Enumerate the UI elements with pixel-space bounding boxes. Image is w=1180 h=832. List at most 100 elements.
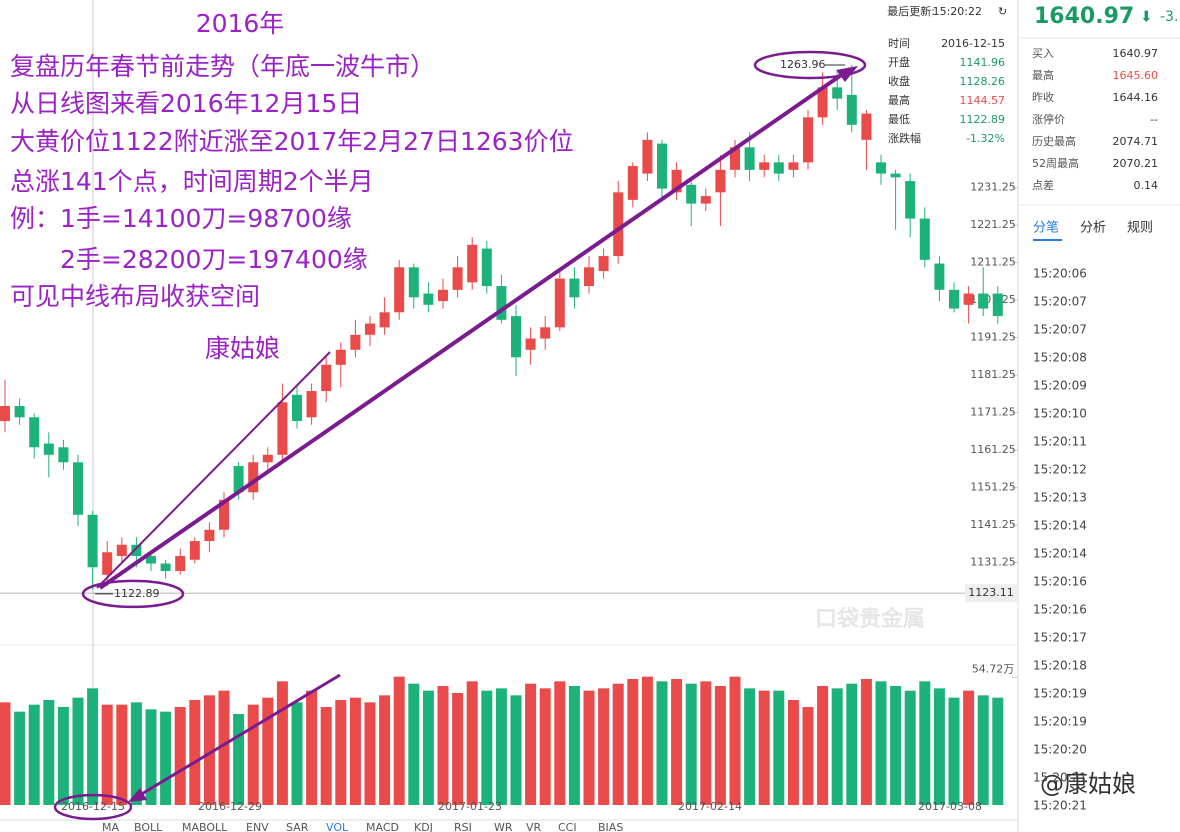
volume-bar (130, 702, 142, 805)
candle-body (306, 391, 317, 418)
candle-body (890, 173, 901, 178)
y-tick-label: 1161.25 (970, 443, 1016, 456)
volume-bar (408, 683, 420, 805)
candle-body (321, 364, 332, 392)
arrow-head (128, 788, 147, 802)
indicator-tab[interactable]: RSI (454, 821, 472, 832)
y-tick-label: 1191.25 (970, 331, 1016, 344)
indicator-tab[interactable]: MABOLL (182, 821, 228, 832)
volume-bar (919, 681, 931, 805)
y-tick-label: 1171.25 (970, 406, 1016, 419)
tab[interactable]: 分笔 (1033, 220, 1059, 236)
tick-time: 15:20:16 (1033, 603, 1087, 617)
tick-time: 15:20:21 (1033, 771, 1087, 785)
volume-bar (495, 688, 507, 805)
indicator-tab[interactable]: MACD (366, 821, 399, 832)
volume-bar (87, 688, 99, 805)
volume-bar (671, 679, 683, 805)
volume-bar (627, 679, 639, 805)
volume-bar (992, 697, 1004, 805)
volume-bar (160, 711, 172, 805)
volume-bar (875, 681, 887, 805)
volume-bar (802, 707, 814, 805)
candle-body (569, 278, 580, 298)
candle-body (773, 162, 784, 174)
indicator-tab[interactable]: MA (102, 821, 119, 832)
candle-body (511, 316, 521, 358)
volume-bar (525, 683, 537, 805)
note-line: 总涨141个点，时间周期2个半月 (10, 167, 374, 196)
candle-body (14, 406, 25, 418)
indicator-tab[interactable]: BIAS (598, 821, 623, 832)
note-line: 康姑娘 (205, 334, 280, 363)
candle-body (949, 289, 959, 309)
candle-body (365, 323, 375, 335)
tooltip-value: 1144.57 (960, 94, 1006, 107)
indicator-tab[interactable]: CCI (558, 821, 577, 832)
volume-bar (685, 683, 697, 805)
volume-bar (349, 697, 361, 805)
tick-time: 15:20:19 (1033, 687, 1087, 701)
tick-time: 15:20:08 (1033, 351, 1087, 365)
indicator-tab[interactable]: VOL (326, 821, 349, 832)
volume-bar (291, 702, 303, 805)
tooltip-key: 最低 (888, 113, 910, 126)
quote-value: 1644.16 (1113, 91, 1159, 104)
candle-body (452, 267, 463, 290)
candle-body (817, 87, 828, 118)
watermark: @康姑娘 (1040, 770, 1136, 798)
volume-bar (14, 711, 26, 805)
tab[interactable]: 分析 (1080, 221, 1106, 236)
volume-bar (598, 688, 610, 805)
candle-body (963, 293, 974, 305)
candle-body (496, 286, 507, 320)
volume-bar (583, 690, 595, 805)
quote-value: 0.14 (1134, 179, 1159, 192)
candle-body (0, 406, 10, 422)
quote-key: 点差 (1032, 178, 1054, 192)
tab[interactable]: 规则 (1127, 221, 1153, 236)
volume-bar (437, 686, 449, 805)
candle-body (292, 394, 302, 422)
candle-body (73, 462, 83, 515)
volume-bar (612, 683, 624, 805)
tooltip-value: 2016-12-15 (941, 37, 1005, 50)
indicator-tab[interactable]: VR (526, 821, 542, 832)
candle-body (803, 117, 813, 163)
candle-body (394, 267, 405, 313)
high-marker: 1263.96 (780, 58, 826, 71)
indicator-tab[interactable]: ENV (246, 821, 269, 832)
update-label: 最后更新: (887, 4, 935, 18)
candle-body (759, 162, 770, 170)
candle-body (29, 417, 40, 448)
candle-body (350, 334, 361, 350)
candle-body (788, 162, 799, 170)
volume-bar (773, 690, 785, 805)
tooltip-value: 1141.96 (960, 56, 1006, 69)
last-price-box (965, 584, 1017, 603)
low-marker: 1122.89 (114, 587, 160, 600)
quote-key: 昨收 (1032, 90, 1054, 104)
indicator-tab[interactable]: SAR (286, 821, 309, 832)
candle-body (992, 293, 1003, 317)
refresh-icon[interactable]: ↻ (998, 5, 1007, 18)
arrow-head (836, 66, 858, 82)
volume-bar (43, 700, 55, 805)
thin-line (96, 351, 331, 589)
x-tick-label: 2016-12-15 (61, 800, 125, 813)
logo: 口袋贵金属 (815, 606, 925, 632)
candle-body (642, 139, 653, 174)
indicator-tab[interactable]: KDJ (414, 821, 433, 832)
indicator-tab[interactable]: BOLL (134, 821, 163, 832)
last-price-label: 1123.11 (968, 586, 1014, 599)
note-line: 2手=28200刀=197400缘 (60, 245, 368, 274)
volume-bar (714, 686, 726, 805)
indicator-tab[interactable]: WR (494, 821, 513, 832)
volume-bar (364, 702, 376, 805)
volume-bar (203, 695, 215, 805)
tick-time: 15:20:13 (1033, 491, 1087, 505)
quote-value: -- (1150, 113, 1158, 126)
candle-body (262, 454, 273, 463)
y-tick-label: 1221.25 (970, 218, 1016, 231)
note-line: 2016年 (196, 9, 285, 38)
